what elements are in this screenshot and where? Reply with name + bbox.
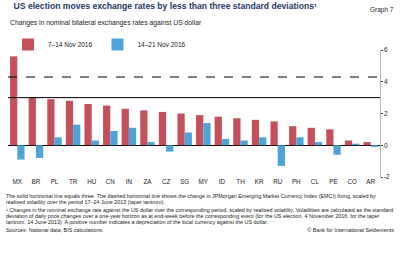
- html-text:¹ Changes in the nominal excha: ¹ Changes in the nominal exchange rate a…: [6, 206, 394, 226]
- html-text:Sources: National data; BIS ca: Sources: National data; BIS calculations…: [6, 226, 104, 233]
- svg-text:TH: TH: [236, 178, 245, 185]
- svg-text:Changes in nominal bilateral e: Changes in nominal bilateral exchanges r…: [10, 19, 202, 27]
- html-text:The solid horizontal line equa: The solid horizontal line equals three. …: [6, 193, 376, 206]
- svg-text:IN: IN: [126, 178, 133, 185]
- svg-text:BR: BR: [32, 178, 41, 185]
- svg-text:ID: ID: [219, 178, 226, 185]
- svg-text:-2: -2: [384, 173, 390, 180]
- svg-text:CO: CO: [347, 178, 357, 185]
- svg-text:CL: CL: [311, 178, 320, 185]
- svg-text:HU: HU: [87, 178, 97, 185]
- svg-text:PH: PH: [292, 178, 301, 185]
- svg-text:US election moves exchange rat: US election moves exchange rates by less…: [14, 1, 317, 11]
- svg-text:CZ: CZ: [162, 178, 171, 185]
- html-text:© Bank for International Settl: © Bank for International Settlements: [307, 226, 394, 233]
- svg-text:CN: CN: [106, 178, 116, 185]
- svg-text:PE: PE: [329, 178, 337, 185]
- svg-text:7–14 Nov 2016: 7–14 Nov 2016: [48, 41, 92, 48]
- svg-text:6: 6: [384, 46, 388, 53]
- svg-text:PL: PL: [51, 178, 59, 185]
- svg-text:14–21 Nov 2016: 14–21 Nov 2016: [137, 41, 185, 48]
- svg-text:2: 2: [384, 110, 388, 117]
- svg-text:ZA: ZA: [143, 178, 152, 185]
- svg-text:4: 4: [384, 78, 388, 85]
- svg-text:MY: MY: [199, 178, 209, 185]
- svg-text:MX: MX: [13, 178, 23, 185]
- svg-text:0: 0: [384, 142, 388, 149]
- svg-text:RU: RU: [273, 178, 283, 185]
- svg-text:SG: SG: [180, 178, 189, 185]
- svg-text:AR: AR: [366, 178, 375, 185]
- svg-text:KR: KR: [255, 178, 264, 185]
- svg-text:Graph 7: Graph 7: [370, 6, 394, 14]
- svg-text:TR: TR: [69, 178, 78, 185]
